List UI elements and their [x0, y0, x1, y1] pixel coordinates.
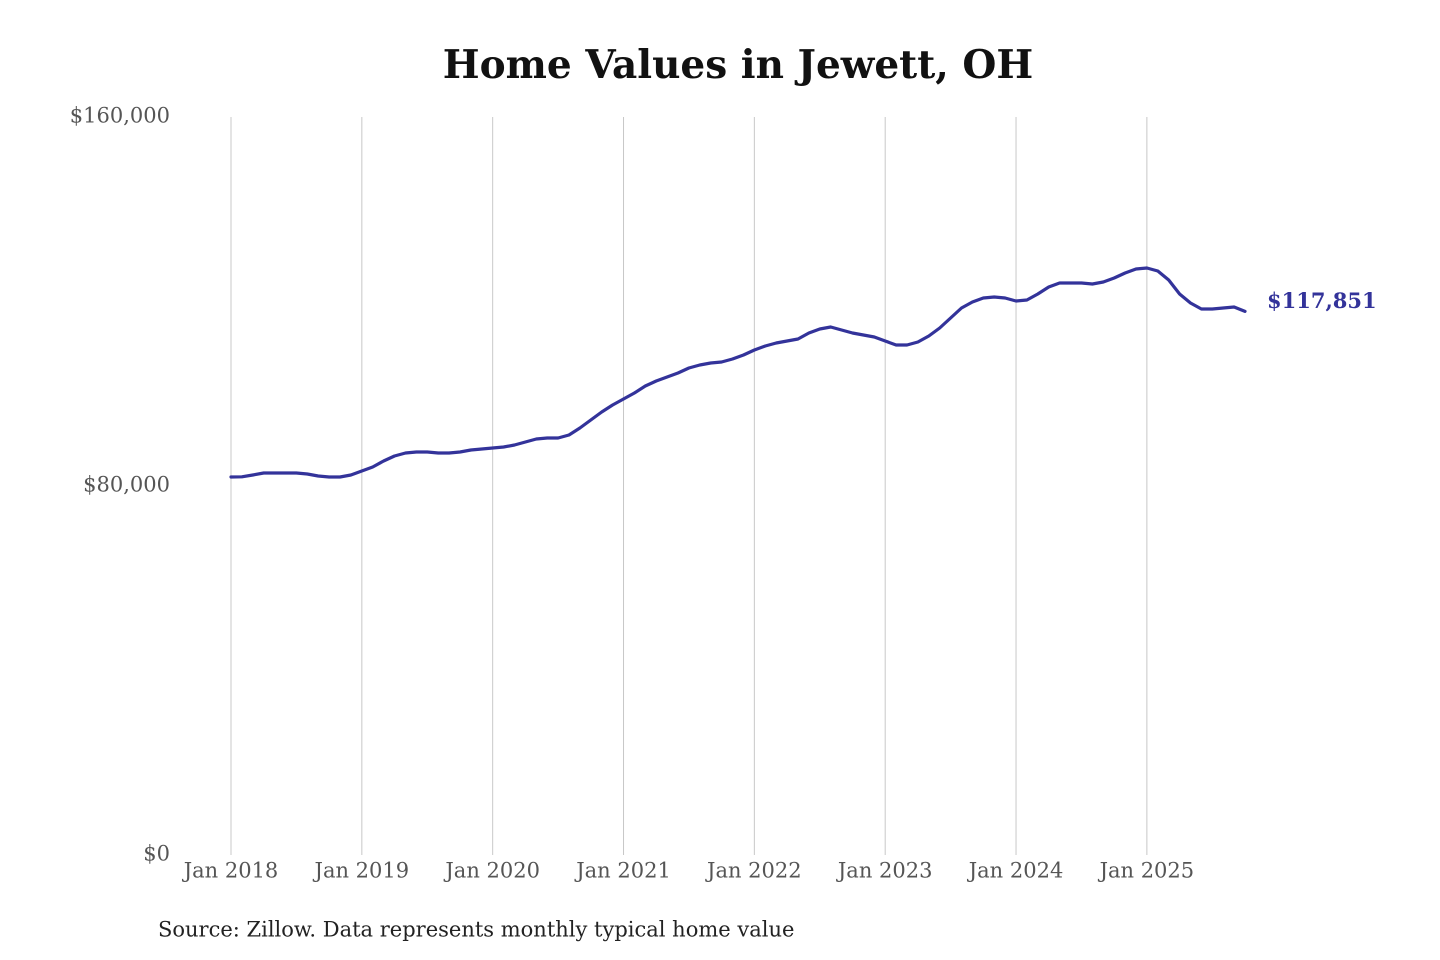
x-tick-label: Jan 2023 [836, 859, 933, 883]
end-value-label: $117,851 [1267, 288, 1377, 313]
x-tick-label: Jan 2024 [967, 859, 1064, 883]
chart-title: Home Values in Jewett, OH [443, 42, 1033, 88]
y-tick-label: $80,000 [83, 473, 170, 497]
x-tick-label: Jan 2020 [443, 859, 540, 883]
x-tick-label: Jan 2018 [182, 859, 279, 883]
x-tick-label: Jan 2025 [1098, 859, 1195, 883]
x-tick-label: Jan 2019 [313, 859, 410, 883]
line-series [229, 266, 1247, 479]
source-note: Source: Zillow. Data represents monthly … [158, 918, 794, 942]
x-tick-label: Jan 2022 [705, 859, 802, 883]
y-tick-label: $160,000 [70, 104, 170, 128]
y-tick-label: $0 [143, 842, 170, 866]
x-tick-label: Jan 2021 [574, 859, 671, 883]
